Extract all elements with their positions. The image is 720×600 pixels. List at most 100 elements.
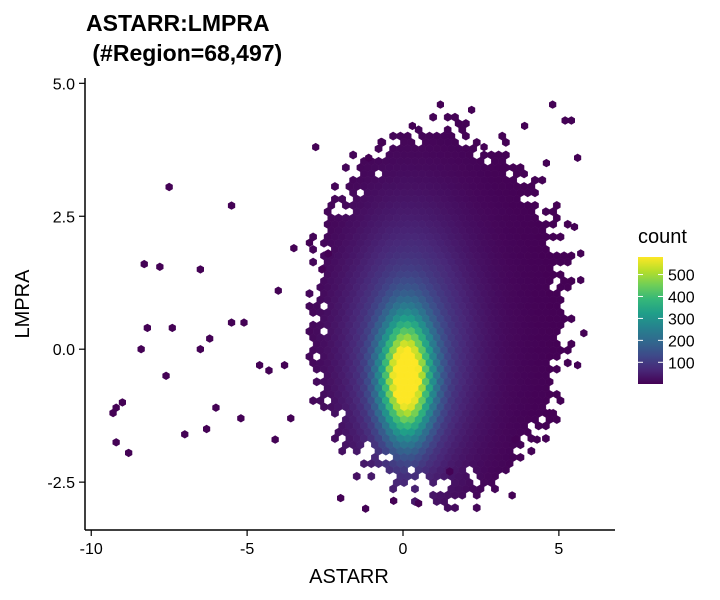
hex-bin: [349, 150, 357, 160]
hex-bin: [480, 142, 488, 152]
hex-bin: [162, 371, 170, 380]
hex-bin: [342, 163, 350, 173]
hex-bin: [352, 446, 361, 456]
hex-bin: [400, 478, 408, 488]
hex-bin: [570, 222, 579, 232]
hex-bin: [542, 158, 550, 168]
y-tick-label: 2.5: [53, 209, 75, 226]
hex-bin: [429, 478, 437, 488]
legend-tick-label: 100: [668, 355, 695, 372]
hexbin-layer: [109, 100, 588, 513]
y-tick-label: 0.0: [53, 342, 75, 359]
hex-bin: [337, 493, 345, 503]
hex-bin: [553, 352, 561, 362]
hex-bin: [196, 345, 204, 354]
hex-bin: [137, 345, 145, 354]
hex-bin: [362, 504, 370, 513]
hex-bin: [538, 175, 547, 185]
y-axis-title: LMPRA: [12, 269, 34, 339]
hex-bin: [574, 361, 582, 370]
hex-bin: [563, 282, 572, 292]
hex-bin: [143, 323, 151, 333]
hex-bin: [458, 490, 467, 500]
hex-bin: [342, 200, 350, 210]
hex-bin: [472, 503, 481, 513]
hex-bin: [534, 421, 543, 431]
hex-bin: [468, 105, 476, 115]
hex-bin: [408, 121, 416, 131]
hex-bin: [549, 219, 557, 229]
hex-bin: [563, 345, 572, 355]
hex-bin: [227, 201, 236, 210]
chart-title-line-1: ASTARR:LMPRA: [86, 10, 270, 36]
hex-bin: [320, 402, 328, 412]
hex-bin: [446, 467, 454, 476]
hex-bin: [367, 471, 376, 481]
hex-bin: [462, 131, 470, 141]
hex-bin: [443, 503, 452, 513]
hex-bin: [312, 142, 320, 152]
hex-bin: [168, 323, 176, 333]
hex-bin: [367, 459, 376, 469]
hex-bin: [563, 257, 572, 267]
hex-bin: [331, 182, 339, 191]
hex-bin: [203, 424, 211, 434]
hex-bin: [533, 435, 541, 444]
hex-bin: [561, 116, 569, 125]
hex-bin: [556, 396, 565, 406]
hex-bin: [382, 446, 390, 456]
y-tick-label: -2.5: [47, 475, 75, 492]
hex-bin: [451, 503, 459, 513]
hex-bin: [165, 182, 173, 192]
color-legend: count 100 200 300 400 500: [638, 226, 695, 384]
hex-bin: [511, 435, 519, 444]
hex-bin: [563, 219, 572, 229]
hex-bin: [580, 329, 588, 338]
hex-bin: [338, 446, 346, 456]
hex-bin: [312, 364, 321, 374]
hex-bin: [140, 259, 148, 269]
hex-bin: [312, 377, 321, 387]
x-tick-label: -5: [240, 541, 254, 558]
hex-bin: [305, 289, 314, 299]
hex-bin: [320, 238, 328, 248]
hex-bin: [542, 207, 550, 217]
hex-bin: [265, 366, 273, 375]
hex-bin: [549, 232, 557, 242]
hex-bin: [502, 465, 510, 475]
hex-bin: [287, 414, 295, 423]
hex-bin: [502, 137, 510, 147]
hex-bin: [309, 245, 317, 254]
legend-title: count: [638, 226, 687, 248]
hex-bin: [531, 188, 539, 198]
hex-bin: [553, 415, 561, 425]
hex-bin: [227, 318, 236, 327]
hex-bin: [125, 448, 133, 458]
hex-bin: [385, 465, 394, 475]
hex-bin: [521, 121, 529, 131]
x-tick-label: 0: [399, 541, 408, 558]
hex-bin: [374, 144, 383, 154]
hex-bin: [352, 471, 361, 481]
hex-bin: [181, 430, 189, 439]
hex-bin: [309, 257, 317, 267]
hex-bin: [577, 275, 585, 285]
hex-bin: [411, 471, 419, 481]
hex-bin: [451, 490, 459, 500]
hex-bin: [542, 434, 550, 443]
hex-bin: [389, 131, 397, 141]
hex-bin: [429, 112, 437, 122]
hex-bin: [508, 491, 516, 500]
hex-bin: [556, 232, 565, 242]
hex-bin: [436, 100, 444, 109]
hex-bin: [443, 112, 452, 122]
hex-bin: [549, 100, 557, 109]
x-tick-label: 5: [554, 541, 563, 558]
hex-bin: [389, 484, 397, 494]
hex-bin: [499, 164, 507, 173]
hex-bin: [324, 249, 332, 258]
hex-bin: [390, 496, 398, 505]
hex-bin: [527, 434, 536, 443]
hex-bin: [112, 438, 120, 447]
